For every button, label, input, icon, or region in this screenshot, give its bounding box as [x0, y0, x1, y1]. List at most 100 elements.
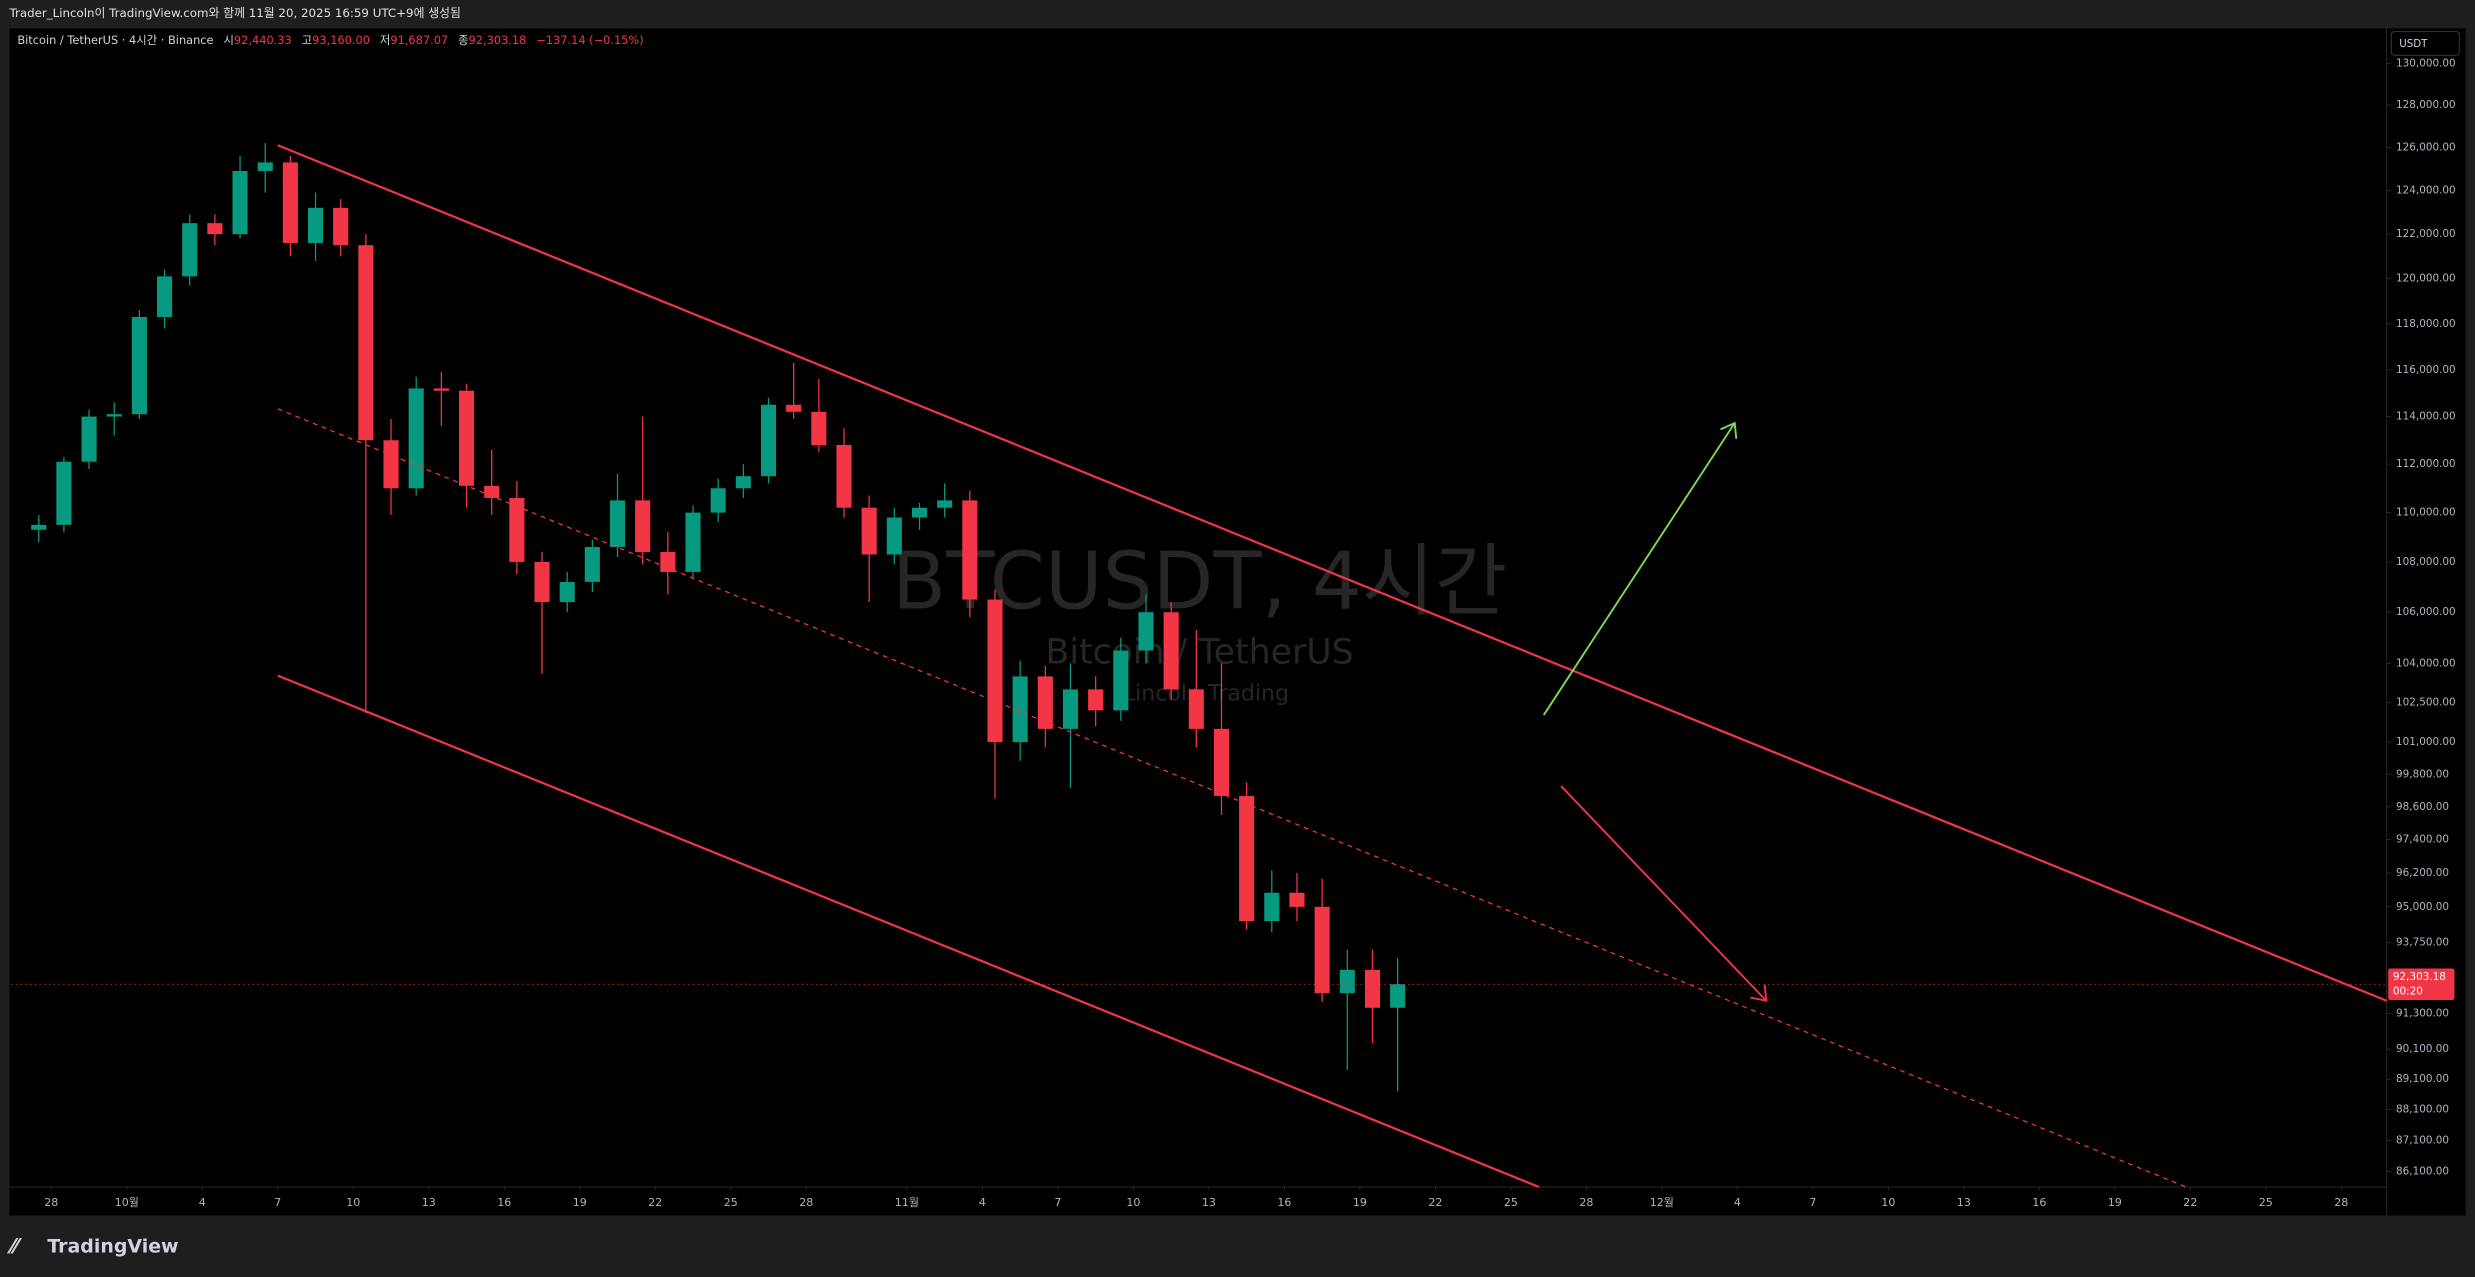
x-tick-label: 16: [2032, 1196, 2046, 1209]
currency-label[interactable]: USDT: [2399, 38, 2428, 50]
x-tick-label: 7: [274, 1196, 281, 1209]
arrow-down-head: [1750, 984, 1768, 1002]
candle-body: [131, 316, 147, 415]
candle-body: [786, 404, 802, 412]
y-tick-label: 106,000.00: [2396, 606, 2456, 618]
candle-body: [1062, 689, 1079, 729]
candle-body: [710, 488, 726, 513]
price-axis: [2386, 28, 2466, 1216]
y-tick-label: 130,000.00: [2396, 57, 2456, 69]
footer-brand[interactable]: TradingView: [47, 1235, 178, 1257]
x-tick-label: 13: [422, 1196, 436, 1209]
y-tick-label: 104,000.00: [2396, 657, 2456, 669]
y-tick-label: 116,000.00: [2396, 364, 2456, 376]
candle-body: [358, 245, 374, 441]
y-tick-label: 122,000.00: [2396, 228, 2456, 240]
last-price-label: 92,303.18: [2393, 971, 2446, 983]
candle-body: [408, 388, 424, 489]
x-tick-label: 7: [1809, 1196, 1816, 1209]
x-tick-label: 7: [1054, 1196, 1061, 1209]
x-tick-label: 16: [1277, 1196, 1291, 1209]
y-tick-label: 110,000.00: [2396, 507, 2456, 519]
y-tick-label: 128,000.00: [2396, 99, 2456, 111]
y-tick-label: 126,000.00: [2396, 141, 2456, 153]
last-price-tag: [2388, 968, 2455, 1001]
candle-body: [1264, 892, 1280, 922]
x-tick-label: 28: [1579, 1196, 1593, 1209]
legend-value: 93,160.00: [312, 33, 370, 47]
y-tick-label: 99,800.00: [2396, 768, 2449, 780]
candle-body: [735, 476, 751, 489]
candle-body: [685, 512, 701, 572]
y-tick-label: 97,400.00: [2396, 834, 2449, 846]
candle-body: [660, 551, 676, 572]
candle-body: [1163, 612, 1179, 690]
x-tick-label: 10: [1881, 1196, 1895, 1209]
candle-body: [1012, 676, 1028, 743]
candle-body: [1390, 984, 1406, 1008]
y-tick-label: 88,100.00: [2396, 1104, 2449, 1116]
watermark-author: Lincoln Trading: [1123, 681, 1289, 707]
y-tick-label: 124,000.00: [2396, 184, 2456, 196]
candle-body: [383, 440, 399, 489]
candle-body: [1213, 728, 1230, 796]
y-tick-label: 89,100.00: [2396, 1073, 2449, 1085]
last-price-countdown: 00:20: [2393, 985, 2423, 997]
candle-body: [962, 500, 978, 600]
y-tick-label: 96,200.00: [2396, 867, 2449, 879]
plot-marks: 130,000.00 128,000.00 126,000.00 124,000.00…: [11, 57, 2456, 1209]
y-tick-label: 114,000.00: [2396, 411, 2456, 423]
candle-body: [534, 561, 550, 603]
candle-body: [232, 170, 248, 235]
candle-body: [433, 388, 449, 391]
candle-body: [861, 507, 877, 555]
candle-body: [458, 390, 475, 486]
x-tick-label: 19: [1353, 1196, 1367, 1209]
y-tick-label: 87,100.00: [2396, 1134, 2449, 1146]
candle-body: [257, 162, 273, 171]
x-tick-label: 28: [44, 1196, 58, 1209]
candle-body: [1037, 676, 1053, 729]
x-tick-label: 25: [1504, 1196, 1518, 1209]
candle-body: [1113, 650, 1129, 711]
legend-value: 92,440.33: [234, 33, 292, 47]
candle-body: [56, 461, 72, 525]
y-tick-label: 95,000.00: [2396, 901, 2449, 913]
y-tick-label: 91,300.00: [2396, 1008, 2449, 1020]
arrow-up: [1542, 422, 1736, 716]
candle-body: [81, 416, 97, 462]
x-tick-label: 10: [346, 1196, 360, 1209]
channel-lower: [277, 674, 1540, 1189]
x-tick-label: 22: [2183, 1196, 2197, 1209]
time-axis: [9, 1187, 2466, 1216]
y-tick-label: 112,000.00: [2396, 458, 2456, 470]
candle-body: [584, 547, 600, 582]
candle-body: [207, 223, 223, 235]
x-tick-label: 28: [2334, 1196, 2348, 1209]
x-tick-label: 10: [1126, 1196, 1140, 1209]
candle-body: [635, 500, 651, 552]
candle-body: [1138, 612, 1154, 651]
legend-value: 92,303.18: [469, 33, 527, 47]
arrow-up-head: [1720, 421, 1738, 439]
x-tick-label: 19: [2108, 1196, 2122, 1209]
x-tick-label: 13: [1202, 1196, 1216, 1209]
candle-body: [987, 599, 1003, 743]
y-tick-label: 101,000.00: [2396, 736, 2456, 748]
candle-body: [157, 276, 173, 317]
y-tick-label: 108,000.00: [2396, 556, 2456, 568]
currency-button[interactable]: [2390, 31, 2460, 56]
drawings: [277, 144, 2388, 1189]
candle-body: [1364, 969, 1381, 1008]
legend-change: −137.14 (−0.15%): [536, 33, 643, 47]
candle-body: [333, 207, 349, 246]
y-tick-label: 120,000.00: [2396, 273, 2456, 285]
channel-mid: [277, 408, 2187, 1188]
x-tick-label: 11월: [895, 1196, 919, 1209]
candle-body: [282, 162, 298, 243]
x-tick-label: 25: [724, 1196, 738, 1209]
candle-body: [31, 524, 47, 530]
y-tick-label: 98,600.00: [2396, 801, 2449, 813]
candle-body: [1188, 689, 1204, 729]
